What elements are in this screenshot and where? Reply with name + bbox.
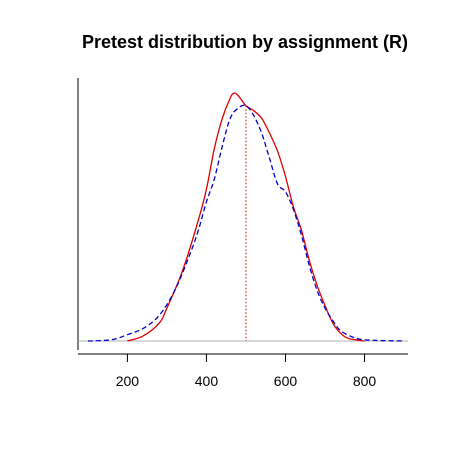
density-curve-dashed (87, 104, 405, 342)
x-tick-label: 600 (274, 373, 298, 389)
x-tick-label: 200 (116, 373, 140, 389)
density-curve-solid (127, 92, 365, 342)
chart-title: Pretest distribution by assignment (R) (82, 32, 408, 52)
x-tick-label: 400 (195, 373, 219, 389)
x-tick-label: 800 (353, 373, 377, 389)
density-curves (87, 92, 405, 342)
x-axis-ticks: 200 400 600 800 (116, 354, 377, 389)
